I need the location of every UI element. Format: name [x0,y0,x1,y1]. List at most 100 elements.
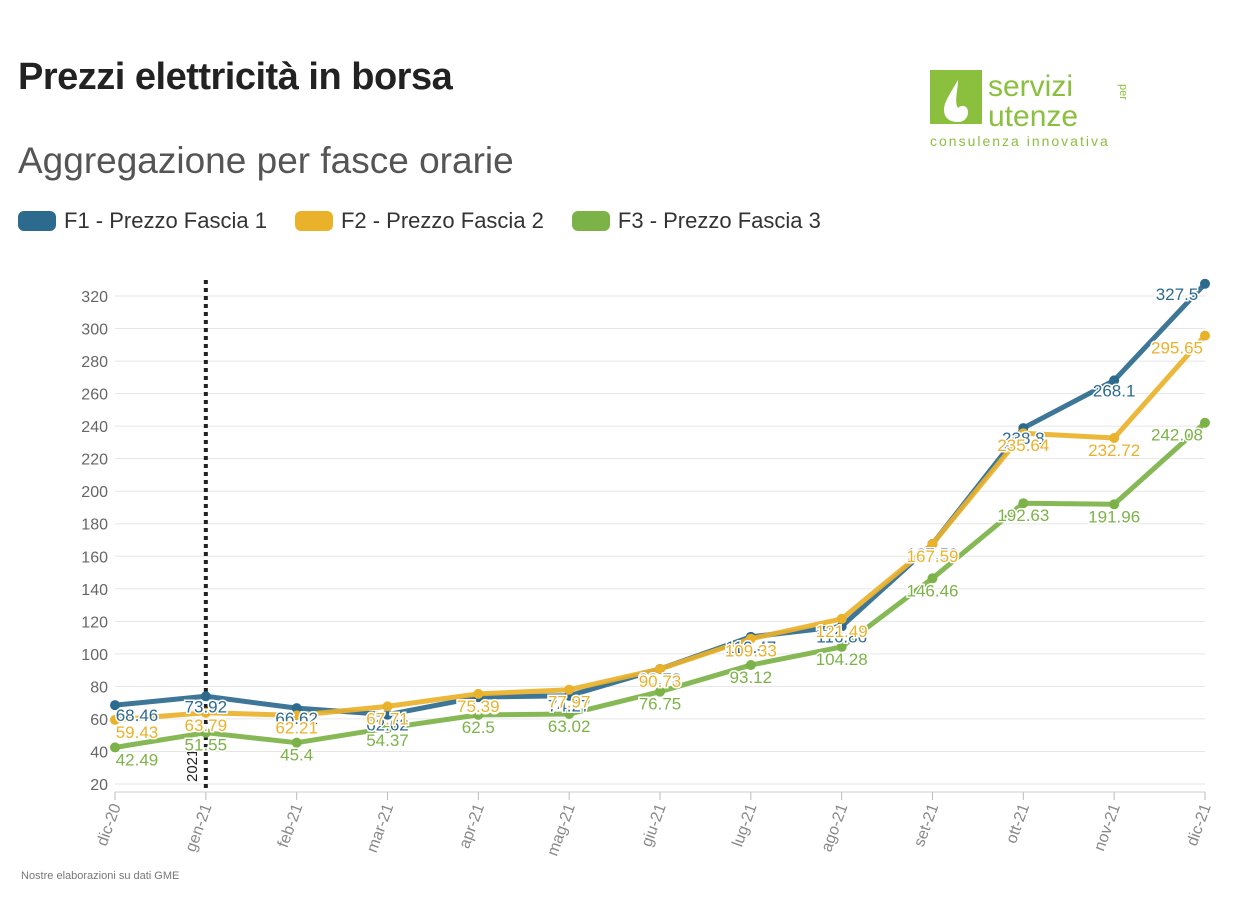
data-label-f2: 232.72 [1088,441,1140,460]
data-label-f2: 167.59 [907,547,959,566]
x-tick-label: giu-21 [639,801,670,849]
y-tick-label: 60 [90,712,108,729]
legend-swatch-f2 [294,211,333,231]
legend-item-f2[interactable]: F2 - Prezzo Fascia 2 [294,208,544,234]
data-label-f2: 109.33 [725,642,777,661]
data-point-f3 [564,709,575,720]
data-label-f2: 62.21 [275,718,318,737]
data-point-f3 [1109,499,1120,510]
data-label-f1: 66.62 [275,709,318,728]
data-point-f2 [200,707,211,718]
data-point-f3 [291,737,302,748]
y-tick-label: 320 [81,289,108,306]
data-point-f1 [836,621,847,632]
x-tick-label: mag-21 [544,801,579,858]
x-tick-label: set-21 [911,801,942,849]
source-note: Nostre elaborazioni su dati GME [21,870,180,882]
y-tick-label: 280 [81,354,108,371]
data-label-f3: 104.28 [816,650,868,669]
data-label-f2: 63.79 [185,716,228,735]
series-line-f1 [112,281,1208,718]
data-label-f3: 62.5 [462,718,495,737]
x-tick-label: ott-21 [1003,801,1033,845]
data-point-f3 [927,573,938,584]
data-point-f3 [1200,417,1210,428]
data-label-f1: 62.62 [366,716,409,735]
legend-label-f2: F2 - Prezzo Fascia 2 [340,208,544,233]
data-point-f2 [1018,428,1029,439]
data-label-f3: 242.08 [1151,426,1203,445]
data-label-f2: 75.39 [457,697,500,716]
x-tick-label: lug-21 [729,801,760,849]
chart-title: Prezzi elettricità in borsa [18,56,453,98]
data-label-f2: 121.49 [816,622,868,641]
x-tick-label: nov-21 [1091,801,1124,853]
logo-tagline: consulenza innovativa [930,133,1110,149]
data-point-f2 [110,714,120,725]
y-tick-label: 160 [81,549,108,566]
legend-swatch-f3 [571,211,610,231]
data-label-f2: 77.97 [548,693,591,712]
data-label-f2: 235.64 [997,436,1049,455]
data-label-f3: 42.49 [116,750,159,769]
data-label-f3: 51.55 [185,736,228,755]
data-label-f1: 68.46 [116,706,159,725]
y-tick-label: 100 [81,647,108,664]
servizi-per-utenze-logo: servizi per utenze consulenza innovativa [930,70,1129,149]
x-tick-label: gen-21 [183,801,216,854]
data-point-f2 [927,538,938,549]
data-point-f3 [655,686,665,697]
data-label-f1: 73.92 [185,697,228,716]
logo-drop-icon [944,80,968,122]
data-label-f1: 110.47 [725,638,776,657]
data-point-f2 [291,710,302,721]
y-tick-label: 20 [90,777,108,794]
data-point-f3 [200,727,211,738]
data-point-f1 [110,700,120,711]
x-tick-label: mar-21 [364,801,397,855]
data-label-f3: 63.02 [548,717,591,736]
data-point-f2 [564,684,575,695]
data-label-f1: 268.1 [1093,381,1136,400]
y-tick-label: 200 [81,484,108,501]
data-point-f1 [1200,278,1210,289]
data-point-f2 [836,613,847,624]
data-label-f1: 116.86 [816,627,867,646]
data-label-f3: 76.75 [639,695,682,714]
y-tick-label: 80 [90,679,108,696]
legend-swatch-f1 [18,211,56,231]
data-point-f3 [473,709,484,720]
logo-word-servizi: servizi [988,70,1073,103]
data-point-f1 [1109,375,1120,386]
chart-subtitle: Aggregazione per fasce orarie [18,140,514,181]
data-label-f1: 327.5 [1156,285,1199,304]
y-tick-label: 40 [90,744,108,761]
year-marker-label: 2021 [184,749,201,782]
data-label-f3: 146.46 [907,581,959,600]
legend-label-f1: F1 - Prezzo Fascia 1 [64,208,267,233]
data-label-f1: 90.73 [639,670,682,689]
data-point-f1 [291,703,302,714]
data-point-f2 [382,701,393,712]
legend-label-f3: F3 - Prezzo Fascia 3 [617,208,821,233]
data-label-f1: 74.27 [548,697,591,716]
data-label-f2: 67.71 [366,709,409,728]
data-label-f1: 73.39 [457,698,500,717]
data-label-f2: 59.43 [116,723,159,742]
data-point-f3 [382,723,393,734]
logo-word-per: per [1117,84,1129,100]
y-tick-label: 140 [81,582,108,599]
x-tick-label: dic-21 [1184,801,1215,848]
legend-item-f3[interactable]: F3 - Prezzo Fascia 3 [571,208,821,234]
x-tick-label: feb-21 [275,801,307,850]
y-tick-label: 180 [81,517,108,534]
y-tick-label: 260 [81,387,108,404]
data-point-f3 [1018,498,1029,509]
x-tick-label: dic-20 [94,801,125,848]
line-chart: 20 40 60 80 100 120 140 160 180 200 220 240 260 280 30… [81,278,1215,858]
data-label-f3: 191.96 [1088,507,1140,526]
y-tick-label: 300 [81,322,108,339]
legend-item-f1[interactable]: F1 - Prezzo Fascia 1 [18,208,267,234]
x-tick-label: ago-21 [818,801,851,854]
data-label-f3: 93.12 [730,668,773,687]
